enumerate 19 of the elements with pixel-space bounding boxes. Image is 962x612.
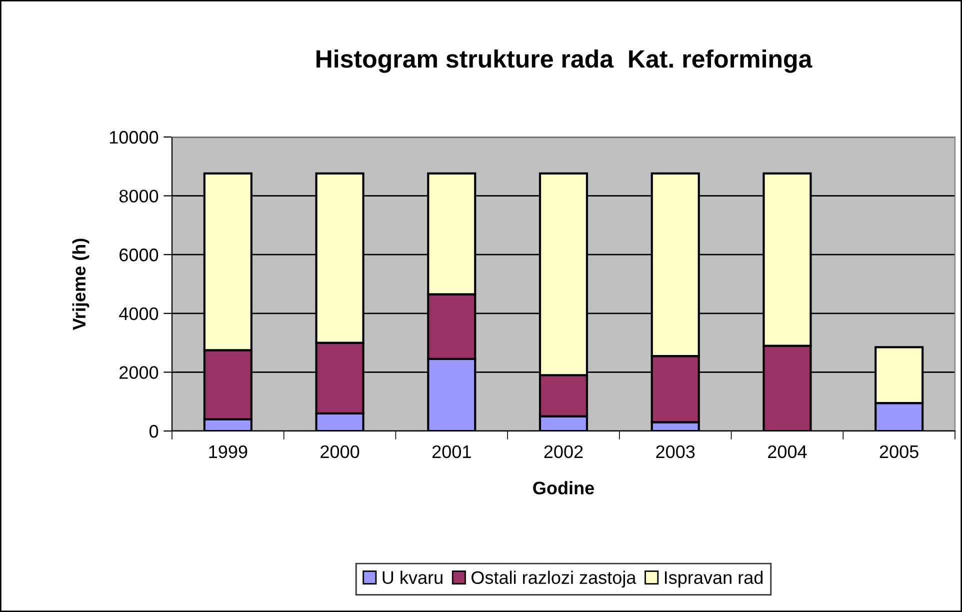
x-tick-label: 2002 xyxy=(544,445,583,458)
legend-label: Ispravan rad xyxy=(664,570,763,588)
x-tick-label: 2003 xyxy=(656,445,695,458)
y-axis-title: Vrijeme (h) xyxy=(72,238,90,330)
y-tick-label: 4000 xyxy=(119,307,158,320)
x-tick-label: 2001 xyxy=(432,445,471,458)
legend-label: U kvaru xyxy=(382,570,442,584)
x-axis-title: Godine xyxy=(533,481,594,494)
legend-label: Ostali razlozi zastoja xyxy=(472,570,636,588)
y-tick-label: 6000 xyxy=(120,248,158,262)
chart-title: Histogram strukture rada Kat. reforminga xyxy=(316,49,812,73)
y-tick-label: 2000 xyxy=(120,366,158,379)
x-tick-label: 2005 xyxy=(880,445,918,458)
y-tick-label: 8000 xyxy=(119,190,158,203)
y-tick-label: 10000 xyxy=(110,130,158,144)
x-tick-label: 1999 xyxy=(209,445,248,458)
x-tick-label: 2000 xyxy=(320,445,360,458)
y-tick-label: 0 xyxy=(149,424,158,438)
x-tick-label: 2004 xyxy=(768,445,807,458)
